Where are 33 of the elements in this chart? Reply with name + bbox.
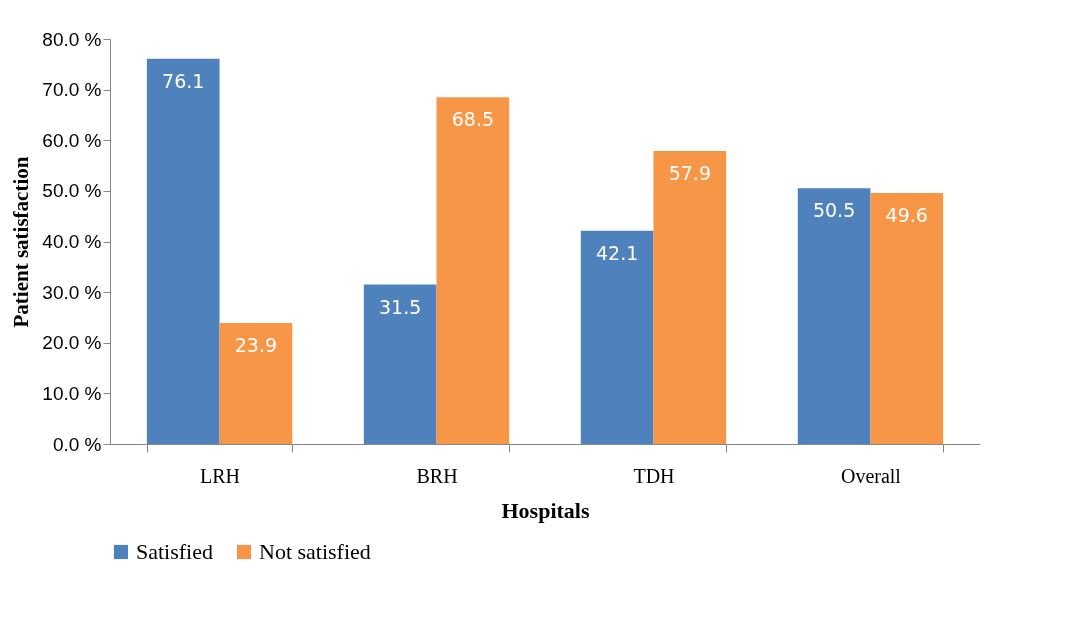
y-tick-label: 80.0 % (42, 28, 102, 50)
data-label: 31.5 (379, 295, 422, 318)
x-tick-label: BRH (416, 464, 458, 487)
bar (580, 230, 654, 444)
x-tick-label: Overall (840, 464, 902, 487)
bar (363, 284, 437, 444)
y-tick-label: 30.0 % (42, 281, 102, 303)
y-tick-label: 50.0 % (42, 180, 102, 202)
y-tick-label: 20.0 % (42, 332, 102, 354)
bar (436, 97, 510, 444)
y-tick-label: 0.0 % (52, 433, 102, 455)
y-tick-label: 60.0 % (42, 129, 102, 151)
bar (146, 58, 220, 444)
data-label: 57.9 (668, 161, 711, 184)
legend-label: Not satisfied (259, 539, 371, 564)
y-tick-label: 40.0 % (42, 231, 102, 252)
bar (653, 150, 727, 444)
bar (797, 188, 871, 444)
legend-label: Satisfied (136, 539, 213, 564)
y-tick-label: 70.0 % (42, 79, 102, 101)
x-tick-label: LRH (200, 464, 241, 487)
bar (219, 323, 293, 444)
y-tick-label: 10.0 % (42, 382, 102, 404)
data-label: 50.5 (812, 199, 856, 222)
x-axis-title: Hospitals (501, 497, 590, 523)
x-tick-label: TDH (633, 464, 675, 487)
data-label: 76.1 (162, 69, 205, 92)
y-axis-title: Patient satisfaction (9, 156, 34, 328)
data-label: 68.5 (451, 108, 495, 131)
data-label: 42.1 (595, 241, 639, 264)
data-label: 49.6 (885, 203, 928, 226)
data-label: 23.9 (234, 334, 278, 357)
bar (870, 192, 944, 444)
